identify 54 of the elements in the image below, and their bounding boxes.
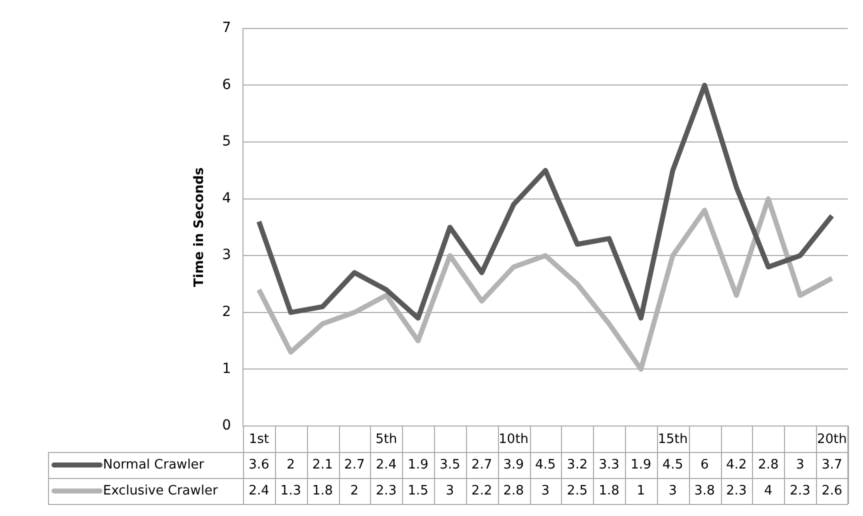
data-label: 6 [700,457,709,472]
data-label: 2.3 [790,483,810,498]
data-label: 2.5 [566,483,588,498]
data-label: 2.2 [471,483,492,498]
y-tick-label: 0 [222,418,231,434]
data-label: 2.7 [344,457,365,472]
data-label: 2.8 [503,483,524,498]
data-label: 2.1 [312,457,333,472]
y-tick-label: 6 [222,76,232,93]
x-tick-label: 20th [817,432,847,448]
data-label: 4 [764,483,772,498]
data-label: 3 [541,483,550,498]
data-label: 3.6 [248,457,270,472]
data-label: 1.8 [312,483,333,498]
data-label: 3 [446,483,454,498]
data-label: 4.2 [726,457,747,472]
data-label: 1.8 [598,483,620,498]
data-label: 2.4 [376,457,397,472]
data-label: 1.9 [630,457,652,472]
y-axis-title: Time in Seconds [192,167,208,287]
data-label: 3 [668,483,677,498]
x-tick-label: 5th [375,432,398,448]
y-tick-label: 4 [222,190,232,206]
y-tick-label: 2 [222,304,231,320]
data-label: 3.2 [566,457,588,472]
data-label: 1.5 [408,483,428,498]
data-label: 3.5 [440,457,460,472]
data-label: 2.7 [471,457,492,472]
x-tick-label: 1st [248,432,269,448]
x-tick-label: 10th [498,432,529,448]
data-label: 4.5 [662,457,684,472]
data-label: 1.9 [408,457,428,472]
data-label: 3.9 [503,457,524,472]
data-label: 2.4 [248,483,270,498]
y-tick-label: 7 [222,20,231,36]
data-label: 2 [350,483,359,498]
data-label: 2.3 [726,483,747,498]
data-label: 3.3 [598,457,620,472]
data-label: 2.6 [822,483,842,498]
data-label: 3.8 [694,483,715,498]
data-label: 2.8 [758,457,779,472]
data-label: 1 [636,483,646,498]
legend-label: Exclusive Crawler [103,483,219,498]
data-label: 1.3 [280,483,302,498]
data-label: 2 [286,457,295,472]
legend-label: Normal Crawler [103,457,205,472]
y-tick-label: 3 [222,247,231,264]
x-tick-label: 15th [658,432,688,448]
data-label: 2.3 [376,483,397,498]
y-tick-label: 5 [222,134,231,150]
y-tick-label: 1 [222,360,231,377]
data-label: 3.7 [822,457,842,472]
data-label: 3 [796,457,804,472]
data-label: 4.5 [535,457,556,472]
